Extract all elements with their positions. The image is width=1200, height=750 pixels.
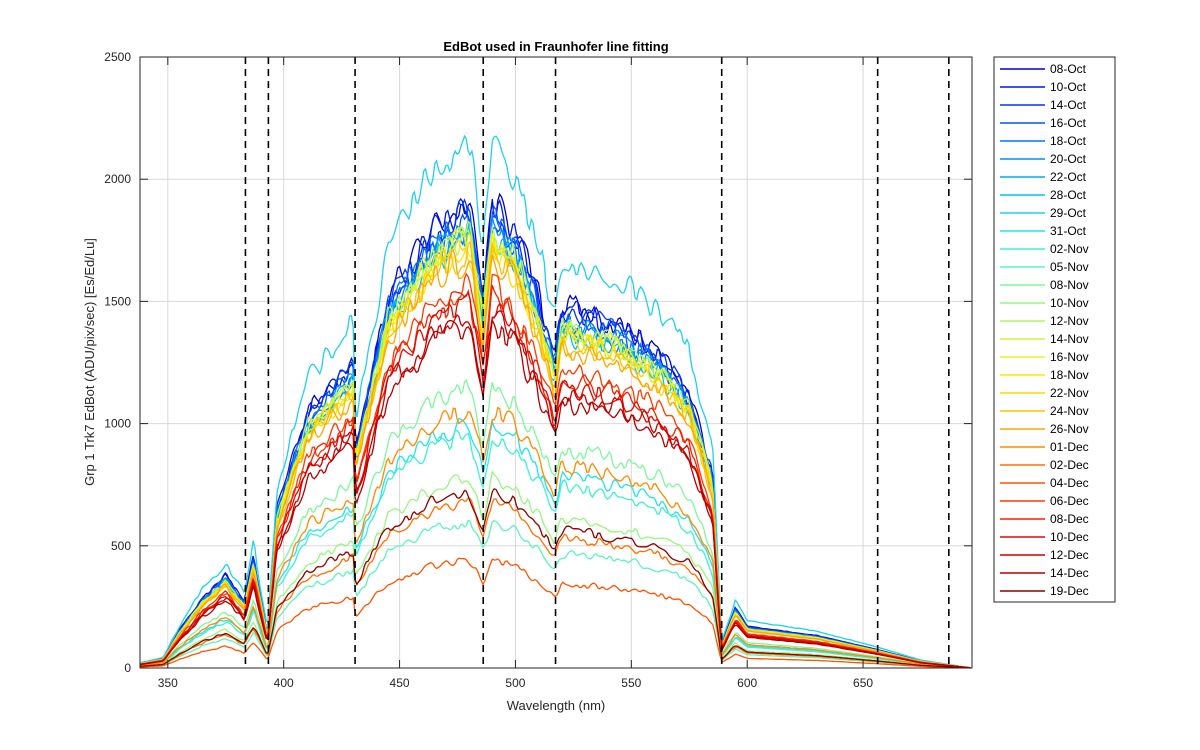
legend-label: 10-Nov [1050, 296, 1089, 310]
y-tick-label: 1500 [104, 294, 131, 308]
legend-label: 02-Nov [1050, 242, 1089, 256]
y-tick-label: 500 [111, 539, 131, 553]
x-axis: 350 400 450 500 550 600 650 [158, 57, 873, 690]
legend-label: 08-Dec [1050, 512, 1089, 526]
x-tick-label: 450 [390, 676, 410, 690]
legend-entries: 08-Oct 10-Oct 14-Oct 16-Oct 18-Oct 20-Oct 22-O… [1000, 62, 1089, 598]
x-tick-label: 350 [158, 676, 178, 690]
legend-label: 14-Oct [1050, 98, 1087, 112]
legend-label: 24-Nov [1050, 404, 1089, 418]
legend-label: 14-Dec [1050, 566, 1089, 580]
legend-label: 12-Dec [1050, 548, 1089, 562]
legend-label: 04-Dec [1050, 476, 1089, 490]
series-line-29-Oct [139, 134, 971, 669]
legend-label: 18-Oct [1050, 134, 1087, 148]
legend-label: 16-Oct [1050, 116, 1087, 130]
legend-label: 22-Oct [1050, 170, 1087, 184]
series-line-05-Nov [139, 519, 971, 669]
legend-label: 12-Nov [1050, 314, 1089, 328]
legend-label: 20-Oct [1050, 152, 1087, 166]
x-axis-label: Wavelength (nm) [507, 698, 606, 713]
legend-label: 26-Nov [1050, 422, 1089, 436]
legend-label: 18-Nov [1050, 368, 1089, 382]
y-axis-label: Grp 1 Trk7 EdBot (ADU/pix/sec) [Es/Ed/Lu… [82, 238, 97, 486]
legend-label: 22-Nov [1050, 386, 1089, 400]
x-tick-label: 500 [505, 676, 525, 690]
y-tick-label: 2000 [104, 172, 131, 186]
plot-area-frame [139, 56, 973, 669]
legend-label: 08-Oct [1050, 62, 1087, 76]
legend-label: 14-Nov [1050, 332, 1089, 346]
legend-label: 06-Dec [1050, 494, 1089, 508]
legend-label: 10-Oct [1050, 80, 1087, 94]
legend-box [993, 56, 1116, 603]
x-tick-label: 650 [853, 676, 873, 690]
legend-label: 08-Nov [1050, 278, 1089, 292]
legend-label: 31-Oct [1050, 224, 1087, 238]
legend-label: 19-Dec [1050, 584, 1089, 598]
fraunhofer-lines [244, 57, 950, 668]
y-axis: 0 500 1000 1500 2000 2500 [104, 50, 972, 675]
y-tick-label: 0 [124, 661, 131, 675]
series-line-04-Dec [139, 557, 971, 669]
legend-label: 10-Dec [1050, 530, 1089, 544]
chart-title: EdBot used in Fraunhofer line fitting [443, 39, 668, 54]
x-tick-label: 400 [274, 676, 294, 690]
legend-label: 29-Oct [1050, 206, 1087, 220]
y-tick-label: 2500 [104, 50, 131, 64]
legend: 08-Oct 10-Oct 14-Oct 16-Oct 18-Oct 20-Oct 22-O… [993, 56, 1116, 603]
legend-label: 02-Dec [1050, 458, 1089, 472]
y-tick-label: 1000 [104, 417, 131, 431]
x-tick-label: 550 [621, 676, 641, 690]
series-line-02-Nov [139, 429, 971, 669]
legend-label: 16-Nov [1050, 350, 1089, 364]
series-line-19-Dec [139, 488, 971, 669]
x-tick-label: 600 [737, 676, 757, 690]
legend-label: 05-Nov [1050, 260, 1089, 274]
legend-label: 28-Oct [1050, 188, 1087, 202]
series-line-08-Nov [139, 378, 971, 669]
legend-label: 01-Dec [1050, 440, 1089, 454]
